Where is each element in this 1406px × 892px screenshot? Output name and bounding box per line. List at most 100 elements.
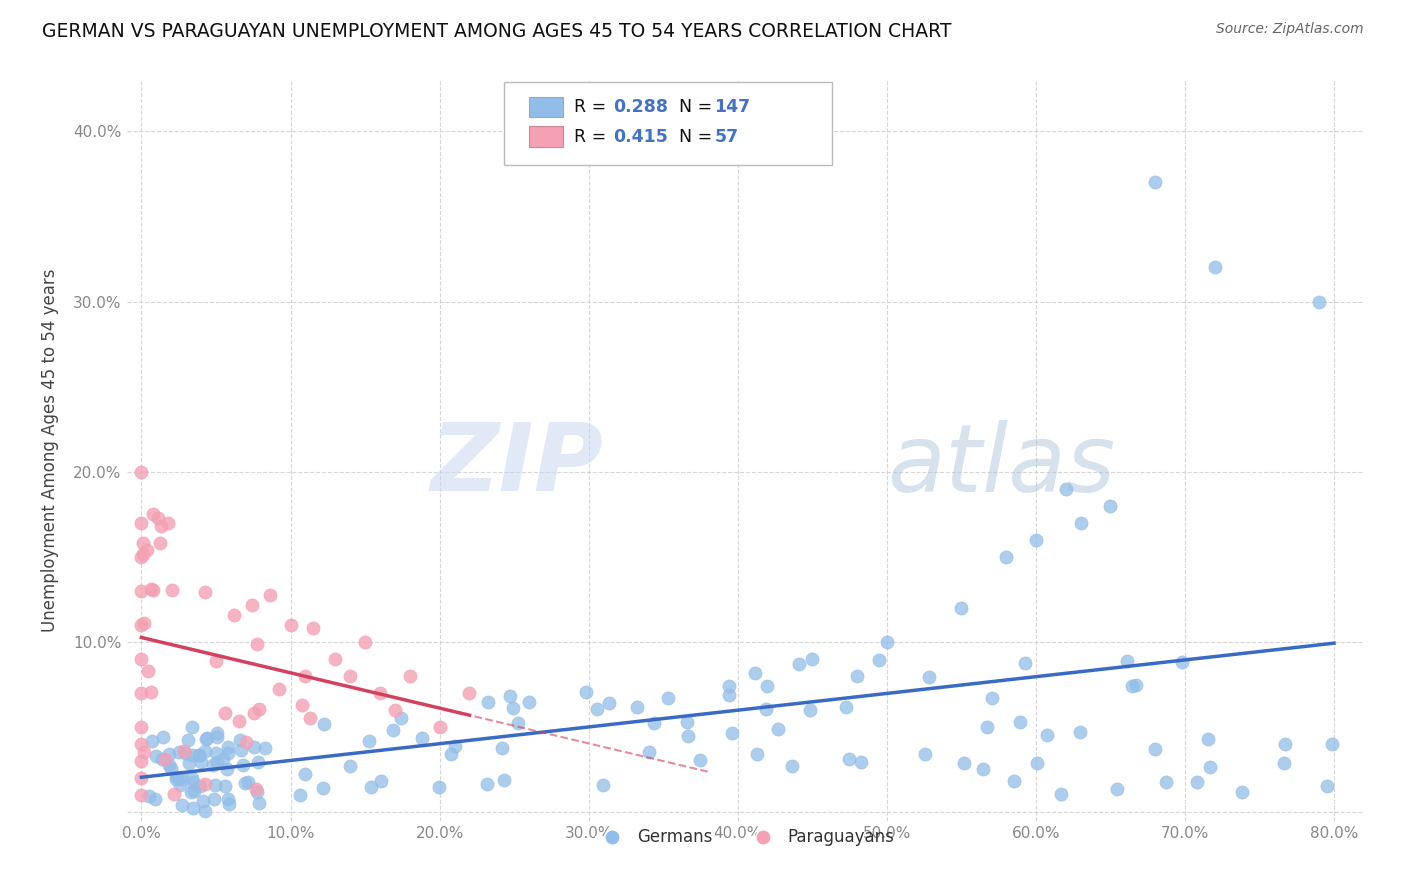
Point: [181, 771, 204, 785]
Point: [163, 788, 186, 802]
Point: [214, 779, 236, 793]
Point: [294, 766, 316, 780]
Point: [202, 792, 225, 806]
Point: [519, 695, 541, 709]
Point: [1320, 737, 1343, 751]
Point: [233, 776, 256, 790]
Point: [972, 762, 994, 776]
Point: [139, 582, 162, 597]
Point: [675, 714, 697, 729]
Point: [301, 621, 323, 635]
Point: [586, 702, 609, 716]
Point: [141, 733, 163, 747]
Point: [135, 543, 157, 558]
Point: [190, 755, 212, 769]
Point: [477, 695, 499, 709]
Point: [626, 700, 648, 714]
Point: [245, 782, 267, 797]
Point: [157, 758, 180, 772]
Point: [756, 679, 779, 693]
Point: [1069, 725, 1091, 739]
Point: [976, 720, 998, 734]
Point: [253, 740, 276, 755]
Point: [157, 516, 180, 530]
Point: [142, 507, 165, 521]
Point: [167, 745, 190, 759]
Point: [637, 745, 659, 759]
Point: [172, 798, 194, 813]
Point: [1099, 499, 1122, 513]
FancyBboxPatch shape: [529, 96, 564, 118]
Text: atlas: atlas: [887, 420, 1116, 511]
Point: [914, 747, 936, 761]
Point: [131, 618, 153, 632]
Point: [1050, 788, 1073, 802]
Point: [1008, 714, 1031, 729]
Point: [849, 755, 872, 769]
Point: [1121, 679, 1143, 693]
Point: [1054, 482, 1077, 496]
Point: [952, 756, 974, 770]
Point: [145, 748, 167, 763]
Point: [368, 686, 391, 700]
Point: [718, 689, 741, 703]
Point: [235, 734, 257, 748]
Point: [1199, 760, 1222, 774]
Point: [1316, 779, 1339, 793]
Point: [202, 758, 225, 772]
Point: [247, 756, 270, 770]
Point: [720, 726, 742, 740]
Point: [195, 732, 218, 747]
Point: [136, 664, 159, 678]
Point: [1025, 533, 1047, 547]
Point: [1070, 516, 1092, 530]
Point: [299, 711, 322, 725]
Point: [1014, 657, 1036, 671]
Point: [491, 741, 513, 756]
Point: [1154, 775, 1177, 789]
Point: [755, 702, 778, 716]
Point: [323, 652, 346, 666]
Point: [131, 771, 153, 785]
Point: [440, 747, 463, 761]
Point: [217, 740, 239, 755]
Text: Source: ZipAtlas.com: Source: ZipAtlas.com: [1216, 22, 1364, 37]
Point: [188, 748, 211, 763]
Point: [131, 516, 153, 530]
Point: [1144, 175, 1167, 189]
Point: [429, 720, 451, 734]
Point: [381, 723, 404, 737]
Point: [443, 739, 465, 754]
Point: [499, 690, 522, 704]
Point: [429, 780, 451, 794]
Point: [204, 778, 226, 792]
Point: [131, 652, 153, 666]
Point: [150, 752, 173, 766]
Point: [149, 535, 172, 549]
Point: [1002, 773, 1025, 788]
Point: [1125, 678, 1147, 692]
Point: [780, 759, 803, 773]
Point: [172, 772, 194, 787]
Point: [131, 788, 153, 802]
Point: [294, 669, 316, 683]
Point: [354, 635, 377, 649]
Point: [267, 681, 290, 696]
FancyBboxPatch shape: [503, 82, 832, 165]
Point: [846, 669, 869, 683]
Point: [1036, 728, 1059, 742]
Point: [146, 510, 169, 524]
Point: [506, 715, 529, 730]
Point: [180, 748, 202, 763]
Point: [218, 797, 240, 811]
Point: [1230, 785, 1253, 799]
Point: [169, 778, 191, 792]
Point: [398, 669, 420, 683]
Point: [162, 582, 184, 597]
Text: GERMAN VS PARAGUAYAN UNEMPLOYMENT AMONG AGES 45 TO 54 YEARS CORRELATION CHART: GERMAN VS PARAGUAYAN UNEMPLOYMENT AMONG …: [42, 22, 952, 41]
Point: [643, 716, 665, 731]
Point: [131, 549, 153, 564]
FancyBboxPatch shape: [529, 126, 564, 147]
Text: N =: N =: [668, 128, 724, 145]
Point: [312, 780, 335, 795]
